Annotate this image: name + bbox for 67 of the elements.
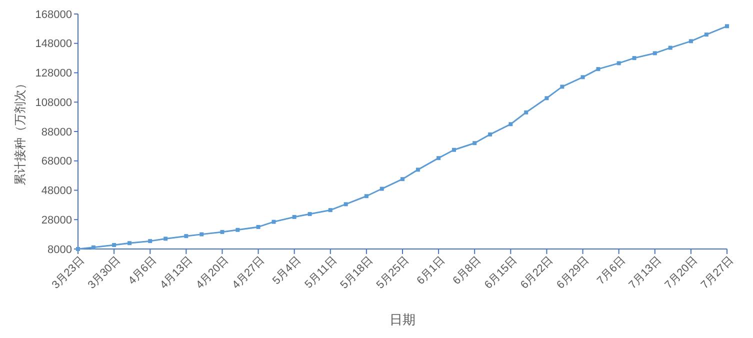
- x-tick-label: 4月20日: [194, 254, 232, 292]
- x-tick-label: 3月23日: [50, 254, 87, 292]
- point: [616, 61, 621, 66]
- y-tick-label: 68000: [41, 156, 72, 168]
- point: [632, 56, 636, 60]
- x-tick-label: 5月4日: [270, 254, 304, 288]
- point: [220, 230, 224, 234]
- x-tick-label: 6月1日: [414, 254, 448, 288]
- x-tick-label: 3月30日: [86, 254, 123, 292]
- point: [452, 148, 456, 152]
- x-tick-label: 4月13日: [158, 254, 196, 292]
- point: [544, 96, 549, 100]
- x-tick-label: 7月27日: [698, 254, 736, 292]
- y-tick-label: 28000: [41, 214, 72, 226]
- point: [436, 156, 441, 160]
- point: [256, 224, 260, 229]
- x-tick-label: 4月6日: [126, 254, 159, 288]
- y-axis-title: 累计接种（万剂次）: [13, 78, 27, 186]
- point: [380, 186, 384, 191]
- x-tick-label: 5月25日: [374, 254, 412, 292]
- y-tick-label: 168000: [35, 8, 72, 21]
- point: [112, 243, 116, 248]
- x-tick-label: 6月22日: [518, 254, 556, 292]
- point: [148, 239, 152, 244]
- point: [364, 194, 368, 198]
- point: [416, 168, 420, 172]
- x-tick-label: 7月20日: [662, 254, 700, 292]
- y-tick-label: 148000: [35, 38, 72, 50]
- point: [184, 234, 188, 238]
- y-tick-label: 8000: [48, 244, 72, 256]
- point: [488, 132, 492, 136]
- point: [164, 236, 168, 241]
- point: [596, 67, 600, 72]
- point: [725, 24, 729, 28]
- x-tick-label: 5月18日: [338, 254, 376, 292]
- point: [308, 212, 312, 216]
- x-tick-label: 6月15日: [482, 254, 520, 292]
- point: [91, 245, 96, 250]
- x-tick-label: 5月11日: [302, 254, 340, 291]
- x-tick-label: 7月6日: [594, 254, 628, 288]
- point: [688, 39, 693, 44]
- point: [560, 84, 564, 89]
- y-tick-label: 48000: [41, 185, 72, 198]
- x-tick-label: 6月8日: [450, 254, 484, 288]
- point: [236, 228, 240, 232]
- y-tick-label: 128000: [35, 68, 72, 80]
- x-tick-label: 7月13日: [626, 254, 664, 292]
- point: [668, 46, 672, 50]
- point: [704, 32, 708, 37]
- point: [128, 241, 132, 246]
- point: [272, 220, 276, 224]
- point: [76, 247, 80, 251]
- x-tick-label: 4月27日: [230, 254, 268, 292]
- point: [200, 232, 204, 236]
- y-tick-label: 108000: [35, 96, 72, 109]
- point: [472, 141, 477, 146]
- point: [508, 122, 513, 126]
- y-tick-label: 88000: [41, 126, 72, 138]
- point: [524, 110, 528, 114]
- point: [652, 51, 657, 56]
- point: [400, 177, 404, 182]
- x-axis-title: 日期: [390, 312, 416, 327]
- point: [328, 208, 332, 212]
- x-tick-label: 6月29日: [554, 254, 592, 292]
- point: [580, 75, 585, 80]
- point: [292, 214, 296, 219]
- point: [344, 202, 348, 206]
